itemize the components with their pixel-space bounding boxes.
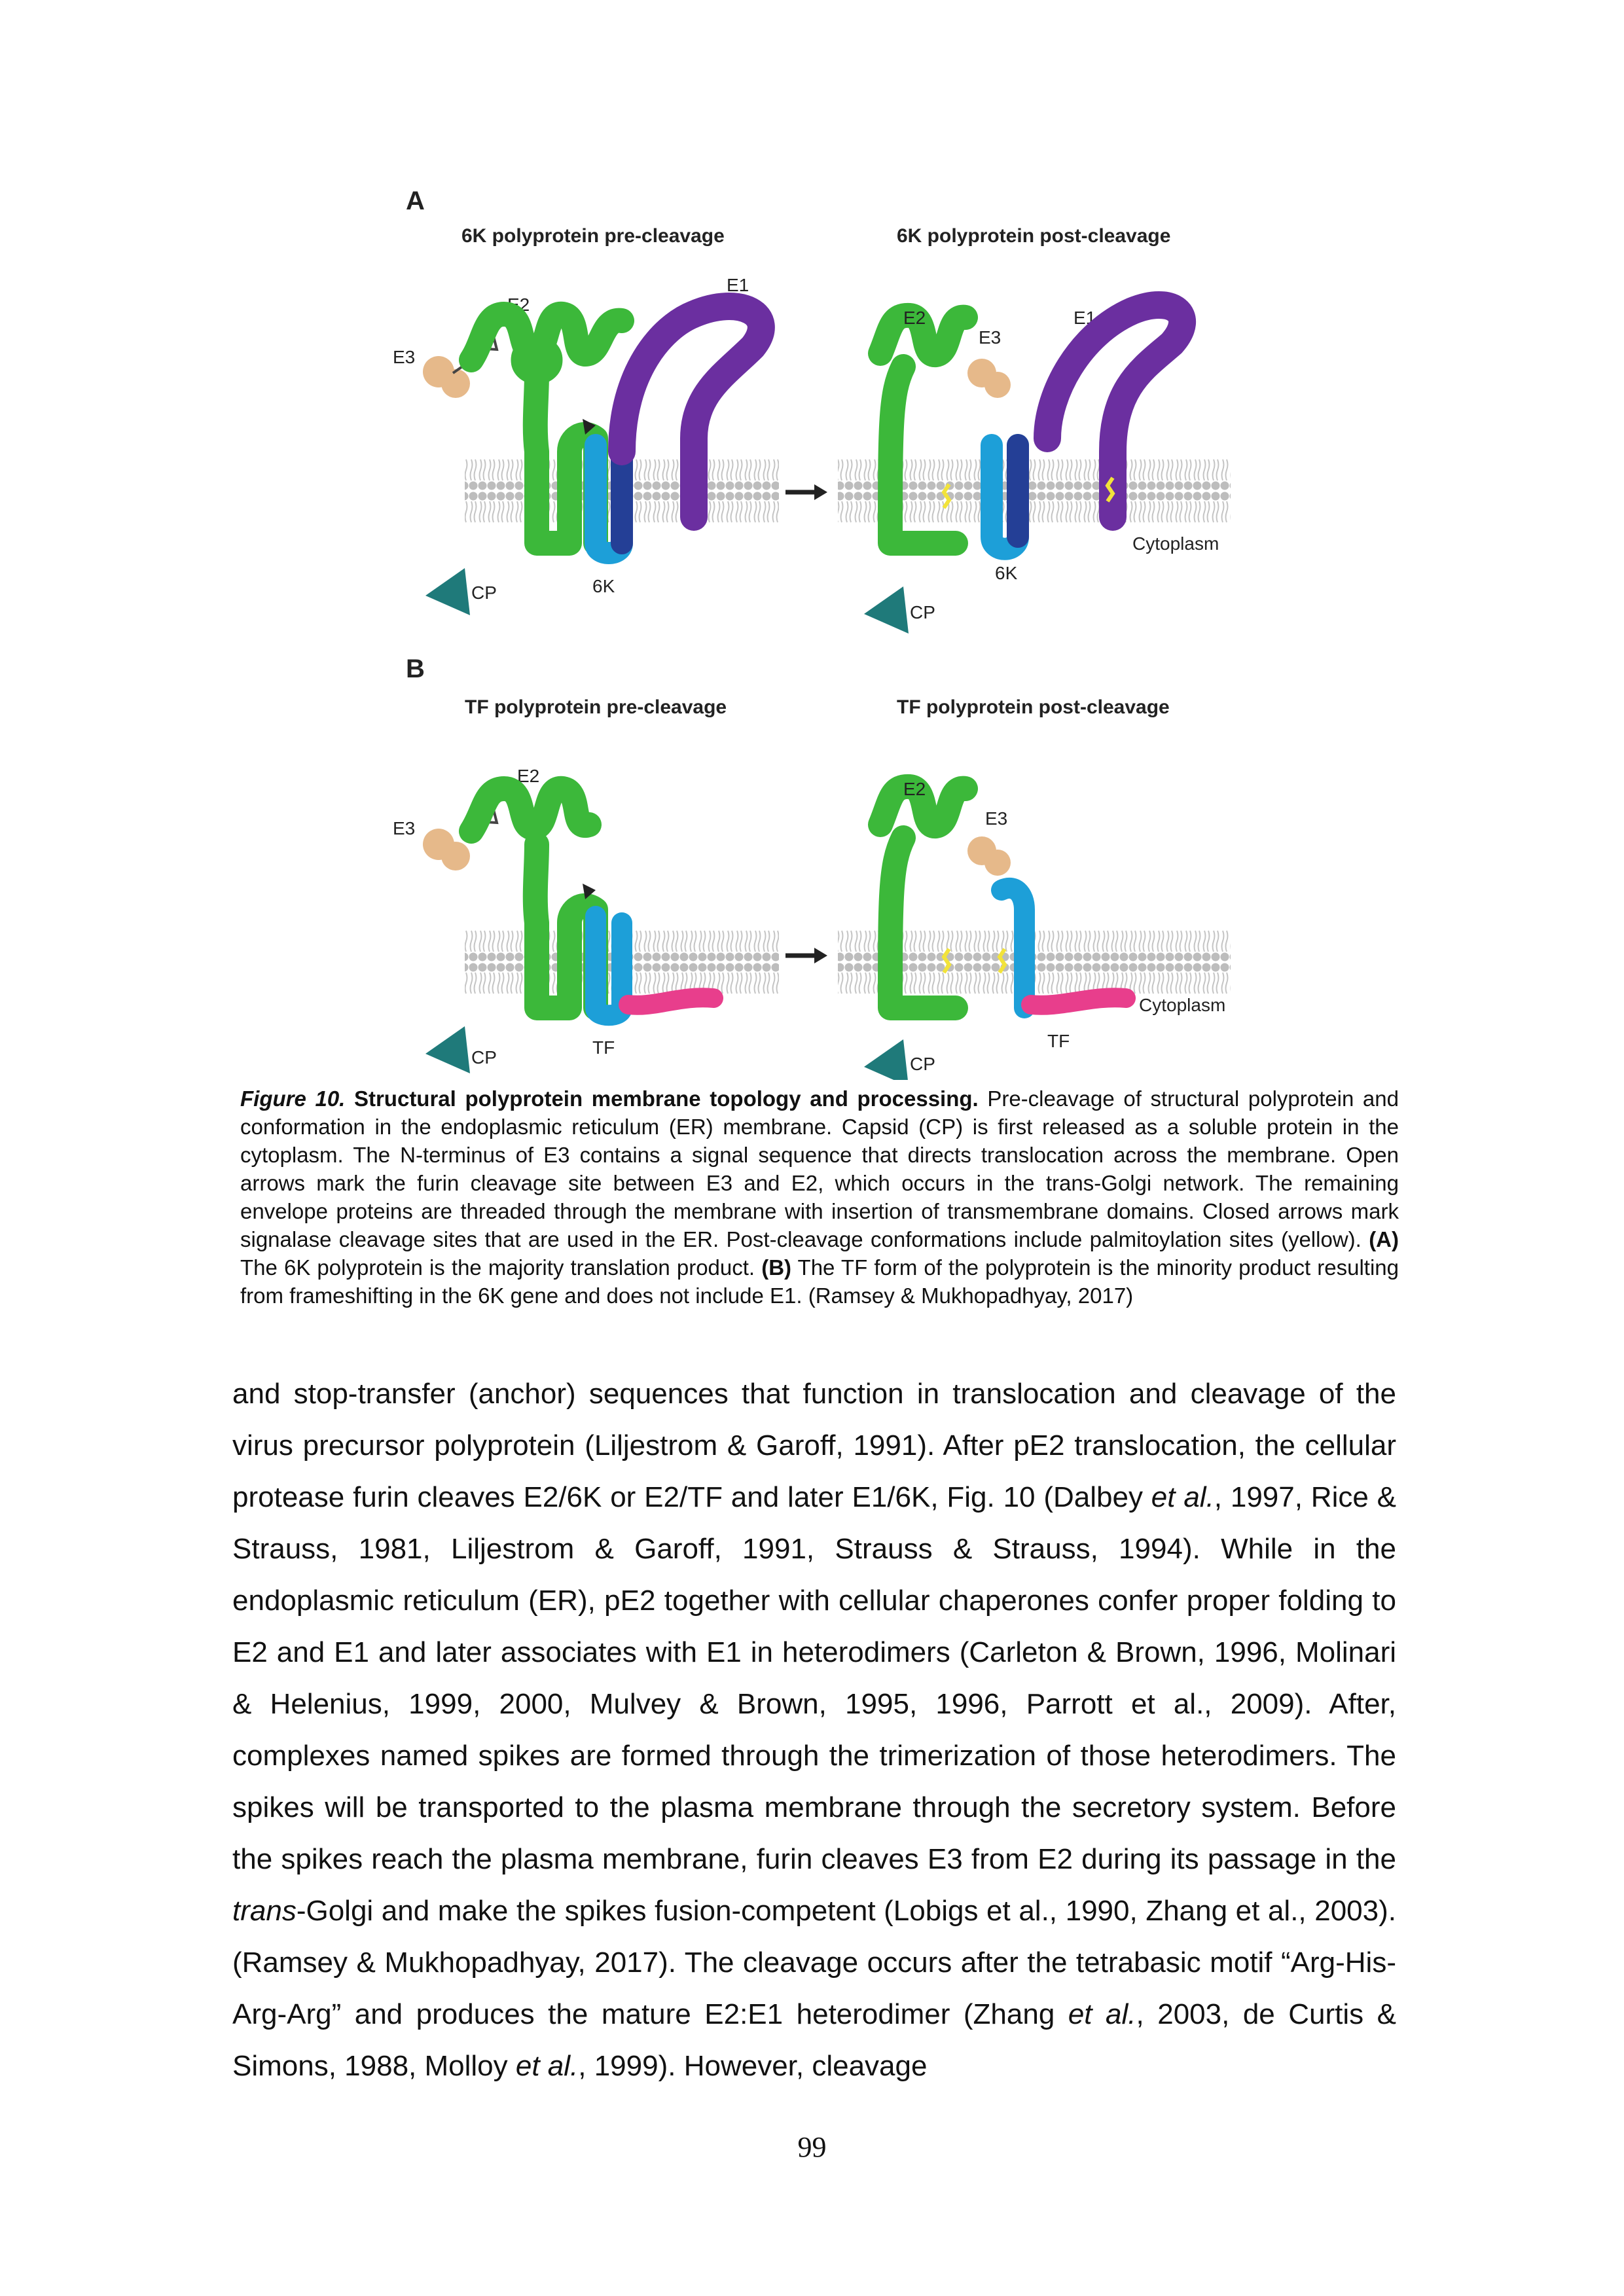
palmitoyl-a-2 [1105,476,1115,503]
body-italic-1: et al. [1151,1481,1214,1513]
k6-label-a-pre: 6K [592,576,615,596]
cp-shape-b-pre [425,1026,470,1073]
panel-b-title-left: TF polyprotein pre-cleavage [465,696,727,718]
panel-a: A 6K polyprotein pre-cleavage 6K polypro… [393,187,1231,634]
figure-10: A 6K polyprotein pre-cleavage 6K polypro… [386,177,1263,1080]
e2-label-a-post: E2 [903,308,926,328]
panel-a-title-right: 6K polyprotein post-cleavage [897,225,1170,247]
panel-b-letter: B [406,655,425,683]
caption-b-marker: (B) [761,1255,792,1280]
palmitoyl-b-2 [997,948,1007,974]
e1-shape-a-pre [608,293,775,531]
e3-label-b-post: E3 [985,808,1007,829]
e2-shape-a-pre-body [511,335,563,384]
e2-shape-a-post [868,302,978,556]
closed-arrow-a-1 [583,419,596,435]
caption-part1: Pre-cleavage of structural polyprotein a… [240,1086,1399,1251]
cp-shape-a-pre [425,568,470,615]
tf-label-b-pre: TF [592,1037,615,1058]
e2-shape-b-post [868,774,978,1020]
e1-label-a-pre: E1 [727,275,749,295]
panel-a-title-left: 6K polyprotein pre-cleavage [461,225,725,247]
tf-label-b-post: TF [1047,1031,1070,1051]
cytoplasm-label-a: Cytoplasm [1132,533,1219,554]
caption-part2: The 6K polyprotein is the majority trans… [240,1255,755,1280]
caption-part3: The TF form of the polyprotein is the mi… [240,1255,1399,1308]
panel-b-title-right: TF polyprotein post-cleavage [897,696,1170,718]
caption-title: Structural polyprotein membrane topology… [353,1086,979,1111]
cp-label-a-post: CP [910,602,935,622]
e1-shape-a-post [1034,291,1196,531]
k6-label-a-post: 6K [995,563,1018,583]
body-text-3: -Golgi and make the spikes fusion-compet… [232,1895,1396,2030]
body-italic-4: et al. [515,2050,579,2082]
cp-label-b-post: CP [910,1054,935,1074]
tf-shape-b-pre-tail [619,988,723,1015]
cp-shape-a-post [864,586,909,634]
body-italic-3: et al. [1068,1998,1136,2030]
cytoplasm-label-b: Cytoplasm [1139,995,1225,1015]
body-text-1: and stop-transfer (anchor) sequences tha… [232,1378,1396,1513]
e3-label-b-pre: E3 [393,818,415,838]
closed-arrow-b [583,884,596,899]
caption-fig-label: Figure 10. [240,1086,346,1111]
e3-label-a-post: E3 [979,327,1001,348]
figure-caption: Figure 10. Structural polyprotein membra… [240,1085,1399,1310]
palmitoyl-a-1 [941,483,952,509]
body-text-5: , 1999). However, cleavage [578,2050,928,2082]
caption-a-marker: (A) [1369,1227,1399,1251]
body-text-2: , 1997, Rice & Strauss, 1981, Liljestrom… [232,1481,1396,1875]
body-paragraph: and stop-transfer (anchor) sequences tha… [232,1368,1396,2092]
e2-shape-b-pre [459,776,608,1020]
panel-a-letter: A [406,187,425,215]
panel-b: B TF polyprotein pre-cleavage TF polypro… [393,655,1231,1080]
e3-shape-b-post [967,836,1011,876]
cp-shape-b-post [864,1039,908,1080]
e3-shape-a-post [967,359,1011,398]
body-italic-2: trans [232,1895,297,1927]
tf-shape-b-post-tail [1021,988,1136,1015]
tf-shape-b-post-tm [991,877,1035,1018]
e3-label-a-pre: E3 [393,347,415,367]
palmitoyl-b-1 [941,948,952,974]
e2-shape-a-pre [459,301,634,556]
e2-label-b-post: E2 [903,779,926,799]
membrane-a-right [838,453,1231,531]
page-number: 99 [797,2131,827,2163]
cp-label-a-pre: CP [471,583,497,603]
cp-label-b-pre: CP [471,1047,497,1067]
e3-shape-b-pre [423,829,470,870]
body-text-4: , 2003, de Curtis & Simons, 1988, Molloy [232,1998,1397,2082]
